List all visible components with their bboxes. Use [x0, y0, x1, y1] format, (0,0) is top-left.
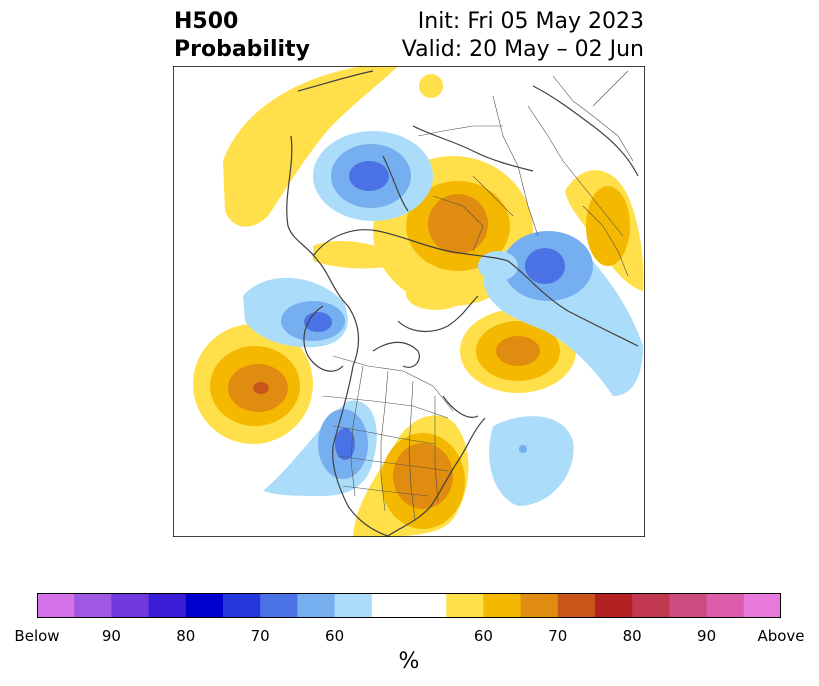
- colorbar-segment: [446, 593, 484, 618]
- colorbar-segment: [371, 593, 447, 618]
- colorbar-tick-label: 90: [697, 627, 717, 645]
- anomaly-small: [313, 74, 466, 310]
- colorbar-tick-label: 70: [250, 627, 270, 645]
- anomaly-alaska-west: [313, 131, 433, 221]
- anomaly-east-pacific: [193, 324, 313, 444]
- colorbar-segment: [706, 593, 745, 618]
- colorbar-tick-label: 60: [473, 627, 493, 645]
- colorbar-segment: [520, 593, 559, 618]
- anomaly-gulf-alaska: [243, 277, 348, 348]
- valid-period: Valid: 20 May – 02 Jun: [401, 37, 644, 62]
- political-borders: [322, 70, 634, 522]
- title-line-2: Probability: [174, 37, 310, 62]
- probability-map: [173, 66, 645, 537]
- date-info: Init: Fri 05 May 2023 Valid: 20 May – 02…: [402, 8, 644, 64]
- colorbar-tick-label: 80: [176, 627, 196, 645]
- colorbar-segment: [223, 593, 261, 618]
- colorbar-tick-label: Below: [14, 627, 60, 645]
- anomaly-siberia: [483, 231, 643, 396]
- colorbar-segment: [74, 593, 112, 618]
- colorbar-tick-label: 70: [548, 627, 568, 645]
- title-line-1: H500: [174, 9, 239, 34]
- colorbar-segment: [632, 593, 670, 618]
- colorbar-segment: [557, 593, 596, 618]
- init-date: Init: Fri 05 May 2023: [417, 9, 644, 34]
- colorbar-segment: [334, 593, 373, 618]
- colorbar-segment: [743, 593, 781, 618]
- anomaly-small-blue: [478, 251, 518, 281]
- colorbar-segment: [37, 593, 75, 618]
- colorbar-tick-label: 60: [325, 627, 345, 645]
- anomaly-western-us: [263, 400, 377, 496]
- colorbar-segment: [595, 593, 633, 618]
- colorbar-tick-label: Above: [757, 627, 805, 645]
- colorbar-segment: [483, 593, 522, 618]
- chart-title: H500 Probability: [174, 8, 310, 64]
- colorbar-border: [37, 593, 781, 618]
- colorbar-segment: [260, 593, 298, 618]
- anomaly-east-asia: [565, 170, 644, 291]
- coastlines: [286, 70, 639, 537]
- colorbar-tick-label: 80: [622, 627, 642, 645]
- colorbar-segment: [185, 593, 224, 618]
- anomaly-north-pacific: [223, 66, 398, 227]
- colorbar-segment: [148, 593, 187, 618]
- colorbar-tick-label: 90: [101, 627, 121, 645]
- colorbar-unit: %: [398, 649, 420, 674]
- colorbar-segment: [111, 593, 150, 618]
- anomaly-mid-atlantic: [489, 416, 574, 506]
- colorbar: [37, 593, 781, 618]
- colorbar-segment: [297, 593, 336, 618]
- colorbar-segment: [669, 593, 708, 618]
- anomaly-eastern-us: [353, 415, 469, 537]
